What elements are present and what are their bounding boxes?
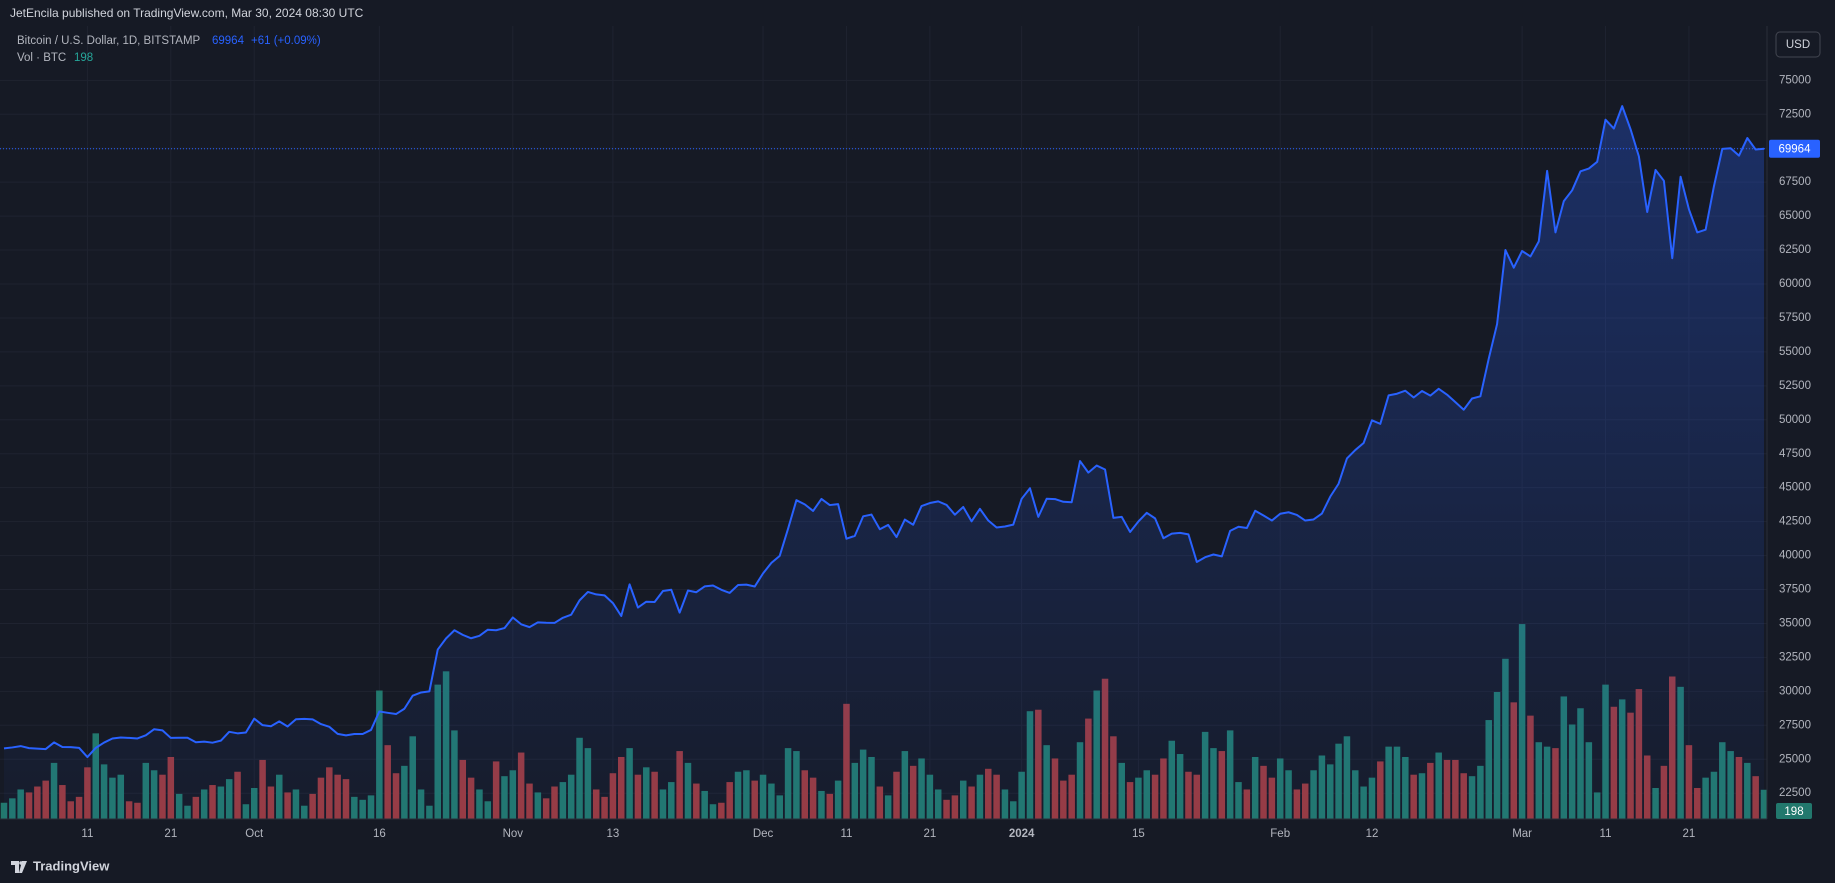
footer-bar [0, 850, 1835, 883]
last-volume-label: 198 [1784, 806, 1803, 818]
y-tick-label: 22500 [1779, 787, 1811, 799]
y-tick-label: 75000 [1779, 74, 1811, 86]
currency-button[interactable] [1775, 31, 1821, 58]
y-tick-label: 50000 [1779, 414, 1811, 426]
y-tick-label: 60000 [1779, 278, 1811, 290]
x-tick-label: 13 [607, 828, 620, 840]
x-tick-label: 21 [1683, 828, 1696, 840]
y-tick-label: 67500 [1779, 176, 1811, 188]
x-tick-label: Nov [503, 828, 524, 840]
y-tick-label: 25000 [1779, 753, 1811, 765]
x-tick-label: 11 [840, 828, 852, 840]
y-tick-label: 62500 [1779, 244, 1811, 256]
logo-icon [11, 861, 27, 873]
last-volume: 198 [74, 52, 93, 64]
x-tick-label: 12 [1366, 828, 1379, 840]
volume-title: Vol · BTC [17, 52, 66, 64]
y-tick-label: 40000 [1779, 550, 1811, 562]
x-tick-label: Oct [245, 828, 264, 840]
x-tick-label: 16 [373, 828, 386, 840]
y-tick-label: 42500 [1779, 516, 1811, 528]
y-tick-label: 30000 [1779, 685, 1811, 697]
price-axis-bg [1767, 26, 1835, 850]
top-bar [0, 0, 1835, 26]
price-area [4, 106, 1764, 820]
x-tick-label: 11 [1600, 828, 1612, 840]
price-line [3, 105, 1765, 759]
y-tick-label: 37500 [1779, 584, 1811, 596]
last-price-box [1769, 139, 1820, 158]
symbol-title: Bitcoin / U.S. Dollar, 1D, BITSTAMP [17, 35, 201, 47]
x-tick-label: Dec [753, 828, 774, 840]
y-tick-label: 52500 [1779, 380, 1811, 392]
x-tick-label: 21 [923, 828, 936, 840]
tradingview-logo [11, 861, 27, 873]
x-tick-label: Feb [1270, 828, 1290, 840]
last-price-label: 69964 [1779, 144, 1812, 156]
y-tick-label: 27500 [1779, 719, 1811, 731]
x-tick-label: 2024 [1009, 828, 1035, 840]
x-tick-label: 11 [81, 828, 93, 840]
y-tick-label: 35000 [1779, 617, 1811, 629]
axes: 22500 25000 27500 30000 32500 35000 37500 40000… [81, 74, 1820, 840]
y-tick-label: 55000 [1779, 346, 1811, 358]
y-tick-label: 65000 [1779, 210, 1811, 222]
y-tick-label: 47500 [1779, 448, 1811, 460]
y-tick-label: 32500 [1779, 651, 1811, 663]
published-note: JetEncila published on TradingView.com, … [10, 6, 364, 20]
volume-bar [0, 802, 8, 819]
currency-label[interactable]: USD [1786, 39, 1810, 51]
footer-brand: TradingView [33, 858, 110, 873]
price-change: +61 (+0.09%) [251, 35, 321, 47]
last-volume-box [1776, 803, 1812, 819]
x-tick-label: 21 [164, 828, 177, 840]
last-price: 69964 [212, 35, 245, 47]
x-tick-label: Mar [1512, 828, 1532, 840]
y-tick-label: 72500 [1779, 108, 1811, 120]
price-layer [0, 105, 1767, 820]
y-tick-label: 57500 [1779, 312, 1811, 324]
x-tick-label: 15 [1132, 828, 1145, 840]
logo-dot [19, 861, 23, 865]
y-tick-label: 45000 [1779, 482, 1811, 494]
